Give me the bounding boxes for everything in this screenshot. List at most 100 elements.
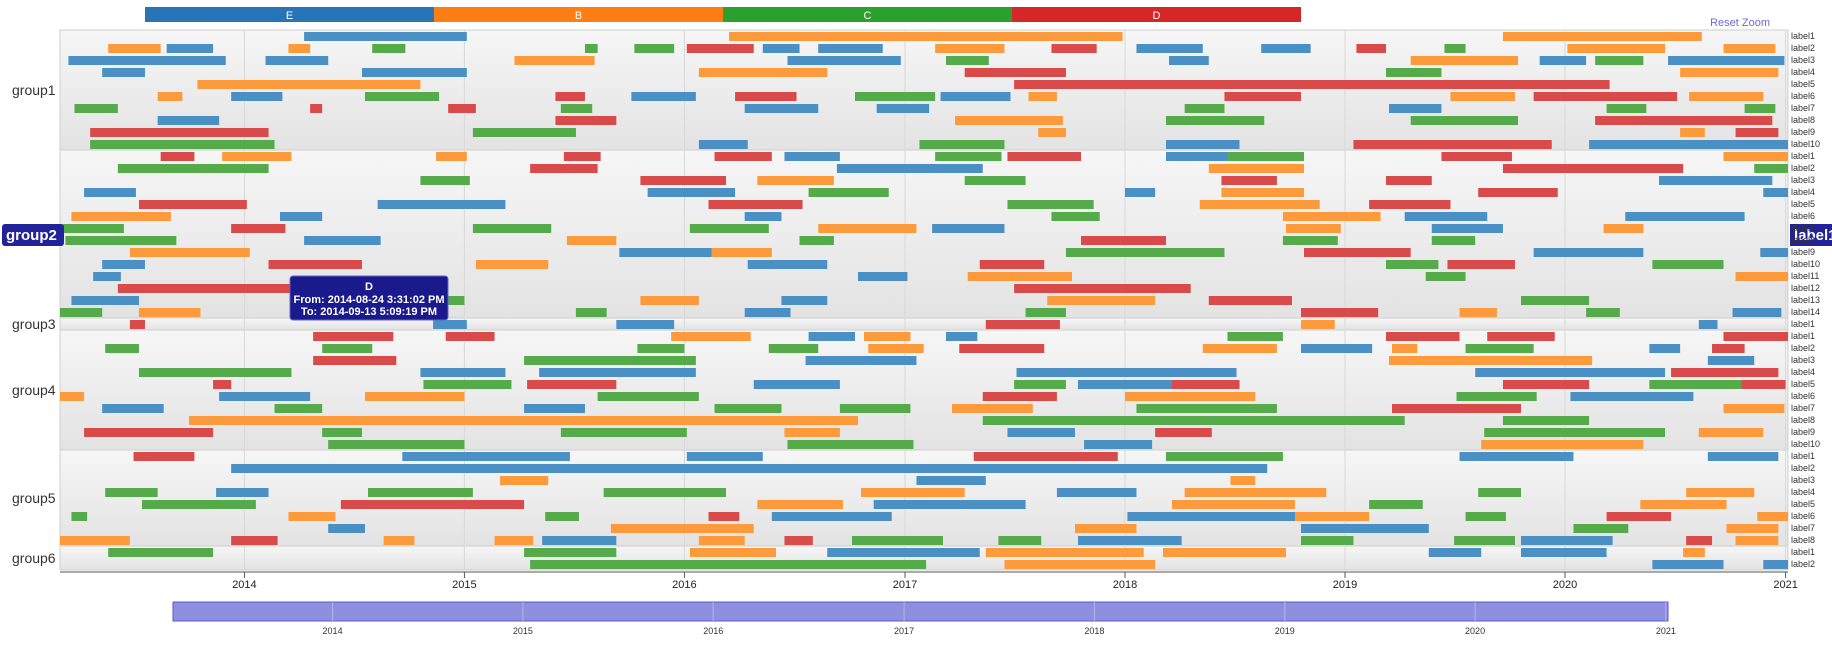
task-bar-D[interactable] (1533, 92, 1678, 101)
task-bar-E[interactable] (805, 356, 917, 365)
legend-swatch-E[interactable] (145, 7, 434, 22)
task-bar-D[interactable] (448, 104, 476, 113)
task-bar-C[interactable] (1649, 380, 1755, 389)
group-label[interactable]: group1 (12, 82, 56, 98)
task-bar-E[interactable] (619, 248, 733, 257)
task-bar-C[interactable] (1744, 104, 1776, 113)
task-bar-B[interactable] (71, 212, 171, 221)
group-label[interactable]: group6 (12, 550, 56, 566)
task-bar-B[interactable] (689, 548, 777, 557)
task-bar-C[interactable] (787, 440, 914, 449)
task-bar-E[interactable] (1136, 44, 1203, 53)
task-bar-C[interactable] (472, 128, 576, 137)
task-bar-D[interactable] (1671, 368, 1779, 377)
task-bar-D[interactable] (1741, 380, 1786, 389)
task-bar-D[interactable] (445, 332, 495, 341)
task-bar-E[interactable] (808, 332, 855, 341)
task-bar-D[interactable] (1478, 188, 1558, 197)
task-bar-E[interactable] (698, 140, 748, 149)
task-bar-D[interactable] (160, 152, 195, 161)
task-bar-B[interactable] (640, 296, 699, 305)
task-bar-B[interactable] (1567, 44, 1666, 53)
task-bar-E[interactable] (827, 548, 980, 557)
task-bar-B[interactable] (1735, 536, 1779, 545)
task-bar-C[interactable] (689, 224, 769, 233)
task-bar-D[interactable] (640, 176, 727, 185)
task-bar-D[interactable] (84, 428, 214, 437)
task-bar-E[interactable] (84, 188, 136, 197)
task-bar-D[interactable] (1221, 176, 1277, 185)
task-bar-D[interactable] (1172, 380, 1240, 389)
task-bar-E[interactable] (818, 44, 883, 53)
task-bar-C[interactable] (1444, 44, 1466, 53)
task-bar-E[interactable] (744, 212, 782, 221)
task-bar-D[interactable] (555, 116, 617, 125)
task-bar-B[interactable] (1603, 224, 1644, 233)
task-bar-E[interactable] (328, 524, 365, 533)
task-bar-E[interactable] (753, 380, 840, 389)
task-bar-E[interactable] (216, 488, 269, 497)
task-bar-D[interactable] (686, 44, 754, 53)
task-bar-C[interactable] (364, 92, 440, 101)
task-bar-B[interactable] (1221, 188, 1305, 197)
task-bar-B[interactable] (1723, 152, 1788, 161)
task-bar-E[interactable] (1520, 548, 1607, 557)
task-bar-B[interactable] (1125, 392, 1256, 401)
task-bar-E[interactable] (1404, 212, 1488, 221)
task-bar-D[interactable] (1356, 44, 1386, 53)
task-bar-B[interactable] (1726, 524, 1779, 533)
task-bar-E[interactable] (1388, 104, 1442, 113)
task-bar-B[interactable] (955, 116, 1063, 125)
task-bar-D[interactable] (985, 320, 1060, 329)
task-bar-D[interactable] (213, 380, 232, 389)
task-bar-E[interactable] (1570, 392, 1694, 401)
task-bar-C[interactable] (1227, 332, 1283, 341)
task-bar-C[interactable] (808, 188, 889, 197)
task-bar-E[interactable] (1127, 512, 1302, 521)
task-bar-D[interactable] (973, 452, 1118, 461)
task-bar-E[interactable] (539, 368, 696, 377)
task-bar-C[interactable] (1282, 236, 1338, 245)
task-bar-E[interactable] (102, 404, 164, 413)
task-bar-D[interactable] (90, 128, 269, 137)
task-bar-E[interactable] (1459, 452, 1574, 461)
task-bar-E[interactable] (1668, 56, 1785, 65)
task-bar-E[interactable] (1301, 344, 1373, 353)
task-bar-C[interactable] (1410, 116, 1518, 125)
task-bar-C[interactable] (1465, 344, 1534, 353)
task-bar-C[interactable] (1586, 308, 1620, 317)
task-bar-E[interactable] (1659, 176, 1773, 185)
task-bar-D[interactable] (1369, 200, 1451, 209)
task-bar-D[interactable] (784, 536, 813, 545)
task-bar-B[interactable] (288, 44, 311, 53)
task-bar-C[interactable] (1051, 212, 1100, 221)
task-bar-C[interactable] (1484, 428, 1666, 437)
task-bar-E[interactable] (744, 104, 819, 113)
task-bar-E[interactable] (1732, 308, 1782, 317)
task-bar-B[interactable] (1301, 320, 1335, 329)
task-bar-C[interactable] (545, 512, 579, 521)
task-bar-C[interactable] (1478, 488, 1521, 497)
task-bar-E[interactable] (542, 536, 617, 545)
task-bar-E[interactable] (836, 164, 983, 173)
task-bar-B[interactable] (1028, 92, 1057, 101)
task-bar-E[interactable] (686, 452, 763, 461)
task-bar-C[interactable] (1754, 164, 1788, 173)
task-bar-B[interactable] (157, 92, 183, 101)
task-bar-C[interactable] (71, 512, 88, 521)
task-bar-B[interactable] (1683, 548, 1705, 557)
task-bar-C[interactable] (964, 176, 1026, 185)
task-bar-B[interactable] (935, 44, 1005, 53)
task-bar-E[interactable] (858, 272, 908, 281)
task-bar-B[interactable] (1459, 308, 1497, 317)
task-bar-E[interactable] (1698, 320, 1718, 329)
task-bar-C[interactable] (839, 404, 911, 413)
task-bar-C[interactable] (524, 548, 617, 557)
task-bar-B[interactable] (1450, 92, 1515, 101)
task-bar-B[interactable] (60, 392, 85, 401)
task-bar-D[interactable] (530, 164, 598, 173)
task-bar-B[interactable] (1481, 440, 1644, 449)
task-bar-D[interactable] (1224, 92, 1302, 101)
task-bar-B[interactable] (1680, 68, 1779, 77)
